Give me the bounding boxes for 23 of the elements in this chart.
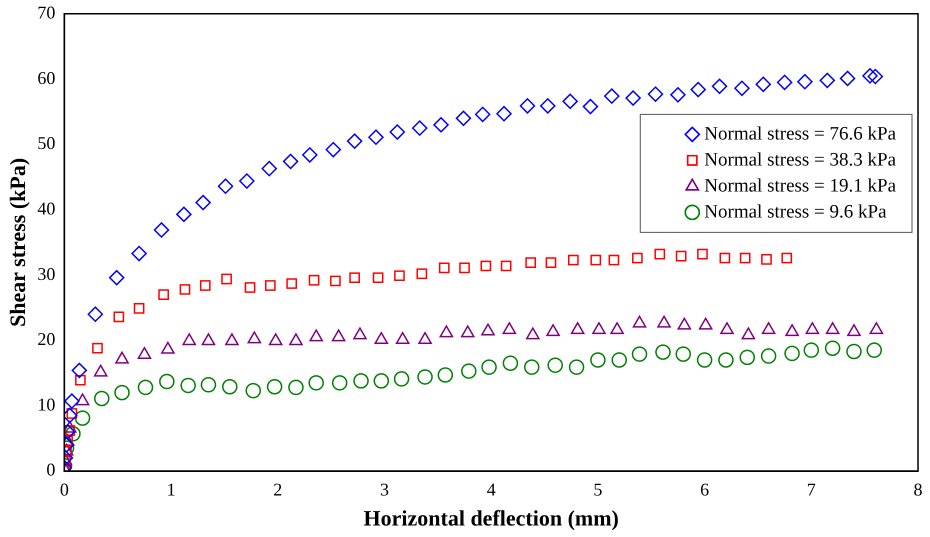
y-tick-label: 0	[46, 460, 56, 480]
x-tick-label: 0	[60, 480, 69, 500]
x-tick-label: 7	[806, 480, 816, 500]
y-axis-title: Shear stress (kPa)	[4, 158, 30, 327]
y-tick-label: 10	[37, 394, 56, 414]
legend-label: Normal stress = 19.1 kPa	[704, 175, 897, 196]
legend-label: Normal stress = 76.6 kPa	[704, 123, 897, 144]
x-tick-label: 8	[914, 480, 922, 500]
y-tick-label: 40	[37, 198, 56, 218]
y-tick-label: 70	[37, 2, 56, 23]
y-tick-label: 50	[37, 133, 56, 154]
x-tick-label: 5	[593, 480, 602, 500]
x-tick-label: 4	[486, 480, 496, 500]
x-tick-label: 1	[166, 480, 176, 500]
x-tick-label: 2	[273, 480, 282, 500]
y-tick-label: 30	[37, 264, 56, 284]
legend-label: Normal stress = 38.3 kPa	[704, 149, 897, 170]
x-tick-label: 3	[380, 480, 389, 500]
legend-label: Normal stress = 9.6 kPa	[704, 201, 888, 222]
x-tick-label: 6	[700, 480, 710, 500]
y-tick-label: 60	[37, 68, 56, 88]
y-tick-label: 20	[37, 329, 56, 350]
x-axis-title: Horizontal deflection (mm)	[364, 505, 619, 530]
